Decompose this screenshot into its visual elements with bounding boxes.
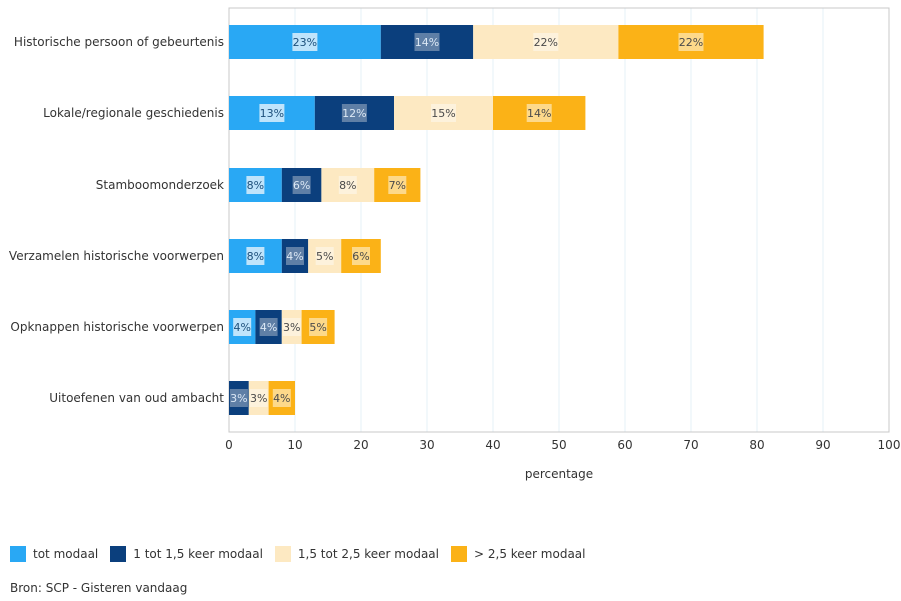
- category-label: Verzamelen historische voorwerpen: [9, 249, 224, 263]
- category-labels: Historische persoon of gebeurtenis Lokale…: [9, 35, 224, 405]
- data-label: 4%: [273, 392, 290, 405]
- data-label: 8%: [247, 250, 264, 263]
- data-label: 22%: [679, 36, 703, 49]
- legend-swatch: [110, 546, 127, 562]
- category-label: Uitoefenen van oud ambacht: [49, 391, 224, 405]
- category-label: Historische persoon of gebeurtenis: [14, 35, 224, 49]
- data-label: 4%: [233, 321, 250, 334]
- data-label-box: [309, 318, 328, 336]
- data-label: 4%: [286, 250, 303, 263]
- data-label-box: [526, 104, 552, 122]
- x-axis-ticks: 0 10 20 30 40 50 60 70 80 90 100: [225, 438, 900, 452]
- legend-label: > 2,5 keer modaal: [474, 547, 586, 561]
- data-label-box: [338, 176, 357, 194]
- data-label: 8%: [339, 179, 356, 192]
- data-label: 12%: [342, 107, 366, 120]
- data-label: 3%: [283, 321, 300, 334]
- data-label: 14%: [415, 36, 439, 49]
- legend-item-1-tot-1-5: 1 tot 1,5 keer modaal: [110, 546, 263, 562]
- category-label: Opknappen historische voorwerpen: [10, 320, 224, 334]
- data-label-box: [388, 176, 407, 194]
- legend-swatch: [451, 546, 467, 562]
- legend-label: 1 tot 1,5 keer modaal: [133, 547, 263, 561]
- data-label-box: [282, 318, 301, 336]
- data-label: 8%: [247, 179, 264, 192]
- source-note: Bron: SCP - Gisteren vandaag: [10, 581, 188, 595]
- data-label-box: [678, 33, 704, 51]
- data-label: 6%: [293, 179, 310, 192]
- data-label: 3%: [230, 392, 247, 405]
- x-tick-label: 60: [617, 438, 632, 452]
- data-label-box: [259, 104, 285, 122]
- legend-item-1-5-tot-2-5: 1,5 tot 2,5 keer modaal: [274, 546, 439, 562]
- gridlines: [294, 8, 824, 432]
- data-label: 4%: [260, 321, 277, 334]
- legend-swatch: [274, 546, 291, 562]
- data-label-box: [229, 389, 248, 407]
- data-label-box: [249, 389, 268, 407]
- x-tick-label: 50: [551, 438, 566, 452]
- data-label: 23%: [293, 36, 317, 49]
- data-label-box: [246, 176, 265, 194]
- data-label-box: [341, 104, 367, 122]
- data-label-box: [259, 318, 278, 336]
- data-label: 5%: [309, 321, 326, 334]
- data-label-box: [431, 104, 456, 122]
- legend-item-tot-modaal: tot modaal: [10, 546, 98, 562]
- x-tick-label: 30: [419, 438, 434, 452]
- x-tick-label: 70: [683, 438, 698, 452]
- category-label: Lokale/regionale geschiedenis: [43, 106, 224, 120]
- x-tick-label: 90: [815, 438, 830, 452]
- x-tick-label: 100: [878, 438, 901, 452]
- data-label-box: [286, 247, 304, 265]
- data-label-box: [533, 33, 559, 51]
- data-label: 7%: [389, 179, 406, 192]
- data-label-box: [246, 247, 265, 265]
- data-label-box: [233, 318, 252, 336]
- legend: tot modaal 1 tot 1,5 keer modaal 1,5 tot…: [10, 546, 598, 562]
- x-tick-label: 10: [287, 438, 302, 452]
- data-label: 15%: [431, 107, 455, 120]
- data-label: 3%: [250, 392, 267, 405]
- data-label-box: [272, 389, 291, 407]
- data-label: 13%: [260, 107, 284, 120]
- data-label: 5%: [316, 250, 333, 263]
- data-label: 22%: [534, 36, 558, 49]
- data-label: 6%: [352, 250, 369, 263]
- bar-labels-layer: 23% 14% 22% 22% 13% 12% 15% 14% 8% 6% 8% 7% 8% 4% 5% 6%…: [229, 33, 704, 407]
- x-tick-label: 40: [485, 438, 500, 452]
- legend-label: tot modaal: [33, 547, 99, 561]
- data-label: 14%: [527, 107, 551, 120]
- x-tick-label: 20: [353, 438, 368, 452]
- data-label-box: [414, 33, 440, 51]
- data-label-box: [315, 247, 334, 265]
- legend-item-boven-2-5: > 2,5 keer modaal: [451, 546, 586, 562]
- category-label: Stamboomonderzoek: [96, 178, 224, 192]
- x-axis-title: percentage: [525, 467, 593, 481]
- legend-swatch: [10, 546, 26, 562]
- plot-area-frame: [228, 7, 890, 433]
- bars-layer: [229, 25, 764, 415]
- data-label-box: [352, 247, 370, 265]
- x-tick-label: 0: [225, 438, 233, 452]
- data-label-box: [292, 33, 318, 51]
- legend-label: 1,5 tot 2,5 keer modaal: [297, 547, 439, 561]
- data-label-box: [292, 176, 311, 194]
- x-tick-label: 80: [749, 438, 764, 452]
